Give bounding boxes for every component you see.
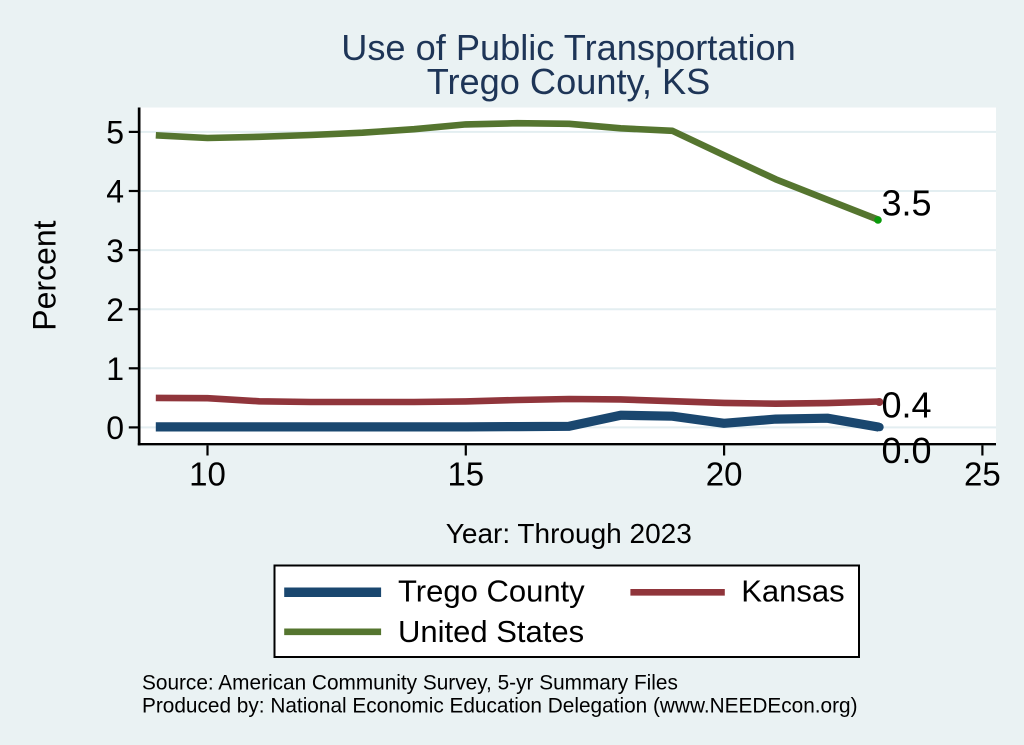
- svg-text:25: 25: [964, 456, 1001, 493]
- svg-text:20: 20: [706, 456, 743, 493]
- svg-text:10: 10: [189, 456, 226, 493]
- svg-text:Trego County, KS: Trego County, KS: [427, 61, 711, 102]
- svg-text:2: 2: [106, 292, 124, 328]
- svg-text:Produced by: National Economic: Produced by: National Economic Education…: [142, 695, 858, 718]
- svg-text:5: 5: [106, 115, 124, 151]
- svg-text:4: 4: [106, 174, 124, 210]
- svg-text:1: 1: [106, 351, 124, 387]
- svg-text:Source: American Community Sur: Source: American Community Survey, 5-yr …: [142, 671, 678, 694]
- svg-text:15: 15: [447, 456, 484, 493]
- svg-text:0: 0: [106, 410, 124, 446]
- svg-text:Percent: Percent: [26, 220, 62, 330]
- svg-text:Use of Public Transportation: Use of Public Transportation: [341, 27, 796, 68]
- svg-text:United States: United States: [398, 614, 584, 649]
- svg-text:0.0: 0.0: [882, 430, 932, 471]
- svg-text:Kansas: Kansas: [741, 573, 844, 608]
- svg-text:0.4: 0.4: [882, 385, 932, 426]
- svg-text:Year: Through 2023: Year: Through 2023: [446, 518, 692, 549]
- svg-text:3: 3: [106, 233, 124, 269]
- svg-text:3.5: 3.5: [882, 182, 932, 223]
- svg-text:Trego County: Trego County: [398, 573, 585, 608]
